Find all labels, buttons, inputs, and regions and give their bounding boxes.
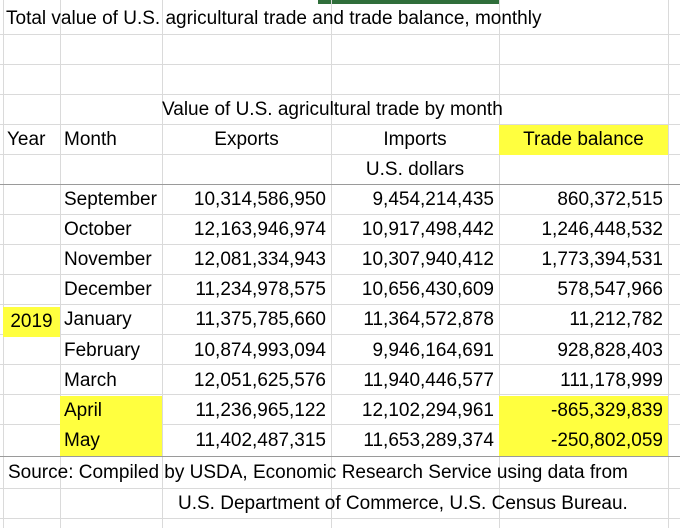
source-note-line-1[interactable]: Source: Compiled by USDA, Economic Resea… <box>8 462 628 483</box>
imports-cell[interactable]: 10,917,498,442 <box>361 219 494 240</box>
month-cell[interactable]: March <box>64 370 117 391</box>
balance-cell[interactable]: 860,372,515 <box>557 189 663 210</box>
balance-cell[interactable]: 928,828,403 <box>557 340 663 361</box>
exports-cell[interactable]: 10,874,993,094 <box>193 340 326 361</box>
table-subtitle[interactable]: Value of U.S. agricultural trade by mont… <box>162 99 503 120</box>
month-cell[interactable]: December <box>64 279 152 300</box>
month-cell[interactable]: October <box>64 219 132 240</box>
month-cell[interactable]: November <box>64 249 152 270</box>
month-cell[interactable]: May <box>60 426 162 456</box>
gridline <box>60 0 61 528</box>
balance-cell[interactable]: 578,547,966 <box>557 279 663 300</box>
gridline <box>0 64 680 65</box>
balance-cell[interactable]: -250,802,059 <box>499 426 668 456</box>
month-cell[interactable]: April <box>60 396 162 426</box>
imports-cell[interactable]: 11,940,446,577 <box>363 370 494 391</box>
selected-column-indicator <box>318 0 500 4</box>
month-cell[interactable]: September <box>64 189 157 210</box>
gridline <box>162 0 163 528</box>
exports-cell[interactable]: 11,234,978,575 <box>195 279 326 300</box>
gridline <box>0 214 680 215</box>
imports-cell[interactable]: 9,454,214,435 <box>372 189 494 210</box>
exports-cell[interactable]: 12,163,946,974 <box>193 219 326 240</box>
source-note-line-2[interactable]: U.S. Department of Commerce, U.S. Census… <box>178 493 628 514</box>
gridline <box>0 244 680 245</box>
year-cell[interactable]: 2019 <box>3 307 60 337</box>
month-cell[interactable]: January <box>64 309 132 330</box>
balance-cell[interactable]: 1,773,394,531 <box>541 249 663 270</box>
header-trade-balance[interactable]: Trade balance <box>499 125 668 155</box>
imports-cell[interactable]: 9,946,164,691 <box>372 340 494 361</box>
gridline <box>0 334 680 335</box>
exports-cell[interactable]: 11,375,785,660 <box>195 309 326 330</box>
gridline <box>0 488 680 489</box>
imports-cell[interactable]: 11,364,572,878 <box>363 309 494 330</box>
gridline <box>0 304 680 305</box>
imports-cell[interactable]: 10,307,940,412 <box>361 249 494 270</box>
exports-cell[interactable]: 11,236,965,122 <box>195 400 326 421</box>
exports-cell[interactable]: 12,051,625,576 <box>193 370 326 391</box>
gridline <box>0 518 680 519</box>
gridline <box>0 364 680 365</box>
header-month[interactable]: Month <box>64 129 117 150</box>
gridline <box>0 424 680 425</box>
balance-cell[interactable]: 111,178,999 <box>560 370 663 391</box>
balance-cell[interactable]: -865,329,839 <box>499 396 668 426</box>
header-imports[interactable]: Imports <box>383 129 447 150</box>
gridline <box>0 394 680 395</box>
balance-cell[interactable]: 11,212,782 <box>569 309 663 330</box>
gridline <box>0 34 680 35</box>
gridline <box>0 94 680 95</box>
units-label[interactable]: U.S. dollars <box>365 159 465 180</box>
imports-cell[interactable]: 11,653,289,374 <box>363 430 494 451</box>
imports-cell[interactable]: 12,102,294,961 <box>361 400 494 421</box>
balance-cell[interactable]: 1,246,448,532 <box>541 219 663 240</box>
gridline <box>0 274 680 275</box>
gridline <box>3 0 4 528</box>
exports-cell[interactable]: 12,081,334,943 <box>193 249 326 270</box>
gridline <box>668 0 669 528</box>
gridline <box>0 154 680 155</box>
exports-cell[interactable]: 10,314,586,950 <box>193 189 326 210</box>
gridline <box>331 0 332 528</box>
gridline <box>499 0 500 528</box>
table-bottom-border <box>0 456 680 457</box>
exports-cell[interactable]: 11,402,487,315 <box>195 430 326 451</box>
header-border <box>0 184 680 185</box>
month-cell[interactable]: February <box>64 340 141 361</box>
header-year[interactable]: Year <box>7 129 46 150</box>
gridline <box>0 124 680 125</box>
header-exports[interactable]: Exports <box>214 129 279 150</box>
sheet-title[interactable]: Total value of U.S. agricultural trade a… <box>6 8 542 29</box>
imports-cell[interactable]: 10,656,430,609 <box>361 279 494 300</box>
